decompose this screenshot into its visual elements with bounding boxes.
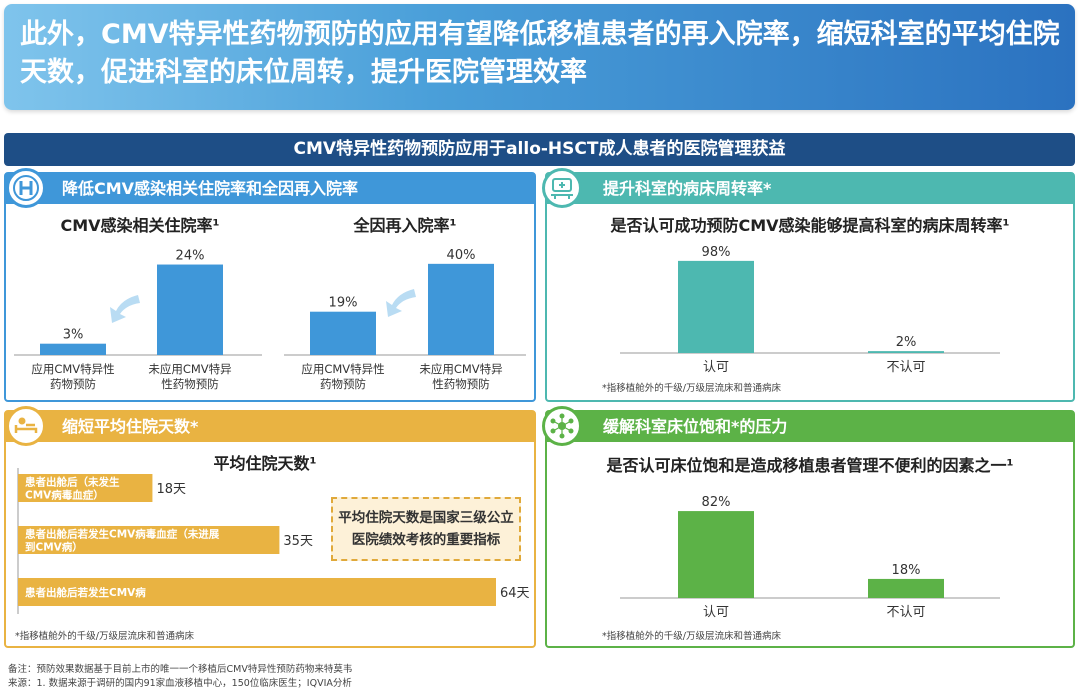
panel-los-heading: 缩短平均住院天数* xyxy=(6,412,534,442)
readmission-category-label-1: 未应用CMV特异 xyxy=(419,362,502,376)
saturation-category-label-1: 不认可 xyxy=(886,605,925,620)
los-bar-0 xyxy=(18,474,153,502)
chart-title-los: 平均住院天数¹ xyxy=(213,454,317,473)
header-banner xyxy=(4,4,1075,110)
infection-value-label-1: 24% xyxy=(176,249,205,264)
readmission-category-label-0: 应用CMV特异性 xyxy=(301,362,384,376)
turnover-category-label-0: 认可 xyxy=(703,360,729,375)
los-category-label-1: 患者出舱后若发生CMV病毒血症（未进展 xyxy=(25,528,220,541)
chart-turnover: 98% 认可 2% 不认可 xyxy=(620,245,1000,375)
infection-value-label-0: 3% xyxy=(63,328,84,343)
turnover-footnote: *指移植舱外的千级/万级层流床和普通病床 xyxy=(602,383,781,394)
readmission-bar-0 xyxy=(310,311,376,355)
los-category-label-0: 患者出舱后（未发生 xyxy=(25,476,120,489)
infection-category-label-1: 性药物预防 xyxy=(161,377,219,391)
los-category-label-1: 到CMV病） xyxy=(25,541,83,554)
footer-note: 备注：预防效果数据基于目前上市的唯一一个移植后CMV特异性预防药物来特莫韦 xyxy=(8,664,353,675)
panel-turnover-heading: 提升科室的病床周转率* xyxy=(547,174,1073,204)
infection-category-label-0: 药物预防 xyxy=(50,377,96,391)
chart-title-saturation: 是否认可床位饱和是造成移植患者管理不便利的因素之一¹ xyxy=(606,456,1014,475)
hospital-bed-icon xyxy=(542,168,582,208)
los-bar-1 xyxy=(18,526,280,554)
saturation-value-label-1: 18% xyxy=(892,563,921,578)
los-value-label-0: 18天 xyxy=(156,482,186,497)
section-title: CMV特异性药物预防应用于allo-HSCT成人患者的医院管理获益 xyxy=(4,133,1075,166)
saturation-category-label-0: 认可 xyxy=(703,605,729,620)
los-footnote: *指移植舱外的千级/万级层流床和普通病床 xyxy=(15,631,194,642)
saturation-value-label-0: 82% xyxy=(702,495,731,510)
down-arrow-icon xyxy=(110,295,140,323)
panel-turnover: 提升科室的病床周转率* xyxy=(545,172,1075,402)
page-title: 此外，CMV特异性药物预防的应用有望降低移植患者的再入院率，缩短科室的平均住院天… xyxy=(20,19,1060,88)
down-arrow-icon xyxy=(386,289,416,317)
saturation-bar-0 xyxy=(678,511,754,598)
chart-title-turnover: 是否认可成功预防CMV感染能够提高科室的病床周转率¹ xyxy=(610,216,1010,235)
infection-category-label-1: 未应用CMV特异 xyxy=(148,362,231,376)
readmission-value-label-0: 19% xyxy=(329,296,358,311)
turnover-bar-1 xyxy=(868,351,944,353)
saturation-footnote: *指移植舱外的千级/万级层流床和普通病床 xyxy=(602,631,781,642)
turnover-value-label-0: 98% xyxy=(702,245,731,260)
los-category-label-2: 患者出舱后若发生CMV病 xyxy=(25,586,146,599)
infection-bar-0 xyxy=(40,343,106,355)
saturation-bar-1 xyxy=(868,578,944,598)
panel-readmission-heading: 降低CMV感染相关住院率和全因再入院率 xyxy=(6,174,534,204)
turnover-value-label-1: 2% xyxy=(896,335,917,350)
hospital-icon xyxy=(6,168,46,208)
panel-bed-saturation: 缓解科室床位饱和*的压力 xyxy=(545,410,1075,648)
infection-bar-1 xyxy=(157,264,223,355)
readmission-bar-1 xyxy=(428,263,494,355)
readmission-value-label-1: 40% xyxy=(447,248,476,263)
turnover-bar-0 xyxy=(678,260,754,353)
los-callout: 平均住院天数是国家三级公立医院绩效考核的重要指标 xyxy=(331,497,521,561)
network-icon xyxy=(542,406,582,446)
infection-category-label-0: 应用CMV特异性 xyxy=(31,362,114,376)
los-value-label-1: 35天 xyxy=(283,534,313,549)
chart-title-infection: CMV感染相关住院率¹ xyxy=(60,216,220,235)
los-bar-2 xyxy=(18,578,496,606)
chart-title-readmission: 全因再入院率¹ xyxy=(353,216,457,235)
footer-source: 来源：1. 数据来源于调研的国内91家血液移植中心，150位临床医生；IQVIA… xyxy=(8,678,352,689)
readmission-category-label-1: 性药物预防 xyxy=(432,377,490,391)
turnover-category-label-1: 不认可 xyxy=(886,360,925,375)
chart-saturation: 82% 认可 18% 不认可 xyxy=(620,495,1000,620)
los-category-label-0: CMV病毒血症） xyxy=(25,489,104,502)
readmission-category-label-0: 药物预防 xyxy=(320,377,366,391)
patient-in-bed-icon xyxy=(6,406,46,446)
los-value-label-2: 64天 xyxy=(500,586,530,601)
panel-saturation-heading: 缓解科室床位饱和*的压力 xyxy=(547,412,1073,442)
